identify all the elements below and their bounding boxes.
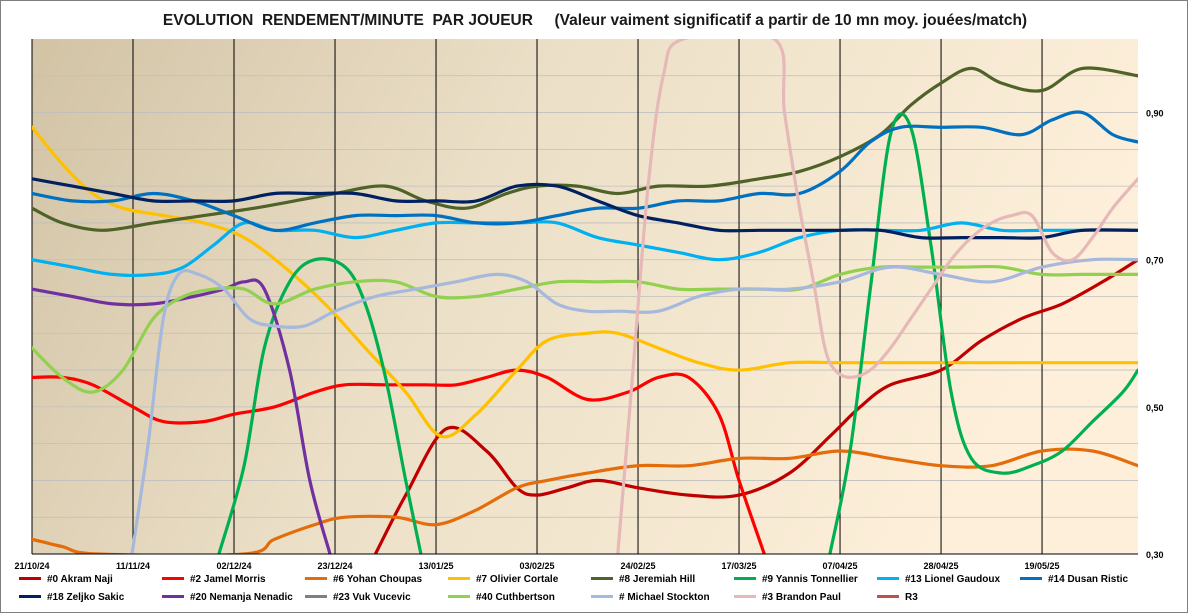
legend-item: #7 Olivier Cortale xyxy=(448,571,558,589)
legend-label: #18 Zeljko Sakic xyxy=(47,592,125,603)
legend-swatch xyxy=(591,594,613,598)
series-line xyxy=(217,257,423,554)
legend-swatch xyxy=(162,576,184,580)
series-line xyxy=(32,368,766,554)
x-tick-label: 28/04/25 xyxy=(924,561,959,571)
series-line xyxy=(32,220,1138,277)
legend-label: R3 xyxy=(905,592,918,603)
y-tick-label: 0,90 xyxy=(1146,109,1164,119)
legend-label: #13 Lionel Gaudoux xyxy=(905,574,1001,585)
series-line xyxy=(616,39,1138,554)
legend-item: #13 Lionel Gaudoux xyxy=(877,571,1000,589)
legend-label: #40 Cuthbertson xyxy=(476,592,555,603)
legend-item: #14 Dusan Ristic xyxy=(1020,571,1128,589)
x-tick-label: 13/01/25 xyxy=(418,561,453,571)
legend-swatch xyxy=(448,576,470,580)
series-line xyxy=(32,177,1138,240)
legend-swatch xyxy=(19,594,41,598)
x-tick-label: 02/12/24 xyxy=(216,561,251,571)
legend-label: #6 Yohan Choupas xyxy=(333,574,423,585)
legend-item: #20 Nemanja Nenadic xyxy=(162,589,293,607)
legend-label: #9 Yannis Tonnellier xyxy=(762,574,858,585)
legend-label: #23 Vuk Vucevic xyxy=(333,592,411,603)
series-line xyxy=(32,447,1138,554)
legend-label: #7 Olivier Cortale xyxy=(476,574,559,585)
series-line xyxy=(828,112,1138,554)
legend-item: #18 Zeljko Sakic xyxy=(19,589,124,607)
y-tick-labels: 0,30 0,50 0,70 0,90 xyxy=(1146,109,1164,560)
legend-label: #0 Akram Naji xyxy=(47,574,113,585)
x-tick-label: 17/03/25 xyxy=(722,561,757,571)
legend-label: #14 Dusan Ristic xyxy=(1048,574,1129,585)
legend-item: #6 Yohan Choupas xyxy=(305,571,422,589)
x-tick-label: 24/02/25 xyxy=(621,561,656,571)
legend-swatch xyxy=(305,576,327,580)
legend-swatch xyxy=(305,594,327,598)
x-tick-label: 07/04/25 xyxy=(823,561,858,571)
x-tick-label: 21/10/24 xyxy=(14,561,49,571)
legend-label: #20 Nemanja Nenadic xyxy=(190,592,293,603)
legend-item: #23 Vuk Vucevic xyxy=(305,589,411,607)
legend-item: # Michael Stockton xyxy=(591,589,710,607)
legend-label: #8 Jeremiah Hill xyxy=(619,574,696,585)
chart-title: EVOLUTION RENDEMENT/MINUTE PAR JOUEUR (V… xyxy=(163,12,1027,29)
legend-swatch xyxy=(734,576,756,580)
x-tick-label: 11/11/24 xyxy=(116,561,150,571)
legend-item: #40 Cuthbertson xyxy=(448,589,555,607)
legend-item: R3 xyxy=(877,589,918,607)
x-tick-label: 19/05/25 xyxy=(1025,561,1060,571)
legend-item: #2 Jamel Morris xyxy=(162,571,266,589)
legend-swatch xyxy=(162,594,184,598)
x-tick-label: 23/12/24 xyxy=(317,561,352,571)
x-tick-labels: 21/10/24 11/11/24 02/12/24 23/12/24 13/01/25… xyxy=(14,561,1059,571)
legend-item: #3 Brandon Paul xyxy=(734,589,841,607)
legend-item: #9 Yannis Tonnellier xyxy=(734,571,858,589)
legend-label: #2 Jamel Morris xyxy=(190,574,266,585)
y-tick-label: 0,70 xyxy=(1146,256,1164,266)
legend-swatch xyxy=(877,576,899,580)
series-lines xyxy=(32,39,1138,554)
series-line xyxy=(32,66,1138,232)
legend-label: # Michael Stockton xyxy=(619,592,710,603)
legend-label: #3 Brandon Paul xyxy=(762,592,841,603)
series-line xyxy=(130,257,1138,554)
legend-swatch xyxy=(1020,576,1042,580)
legend-item: #0 Akram Naji xyxy=(19,571,113,589)
y-tick-label: 0,50 xyxy=(1146,403,1164,413)
x-tick-label: 03/02/25 xyxy=(519,561,554,571)
legend-swatch xyxy=(734,594,756,598)
series-line xyxy=(32,264,1138,394)
legend-swatch xyxy=(19,576,41,580)
legend-item: #8 Jeremiah Hill xyxy=(591,571,695,589)
legend-swatch xyxy=(877,594,899,598)
series-line xyxy=(373,258,1138,554)
y-tick-label: 0,30 xyxy=(1146,550,1164,560)
legend-swatch xyxy=(591,576,613,580)
legend-swatch xyxy=(448,594,470,598)
